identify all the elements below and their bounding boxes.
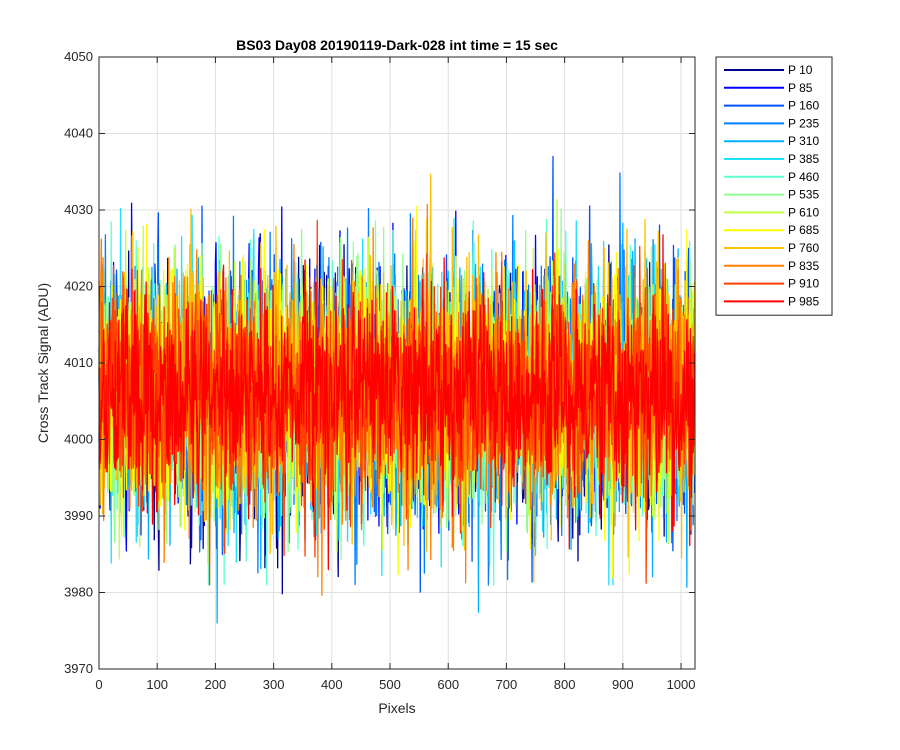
x-tick-label: 300 — [263, 677, 285, 692]
y-tick-label: 3970 — [64, 661, 93, 676]
legend-label: P 10 — [788, 63, 813, 77]
x-tick-label: 700 — [496, 677, 518, 692]
x-tick-label: 1000 — [667, 677, 696, 692]
y-tick-label: 4050 — [64, 49, 93, 64]
legend-label: P 535 — [788, 188, 819, 202]
legend-label: P 385 — [788, 152, 819, 166]
y-tick-label: 3990 — [64, 508, 93, 523]
x-tick-label: 800 — [554, 677, 576, 692]
legend-label: P 160 — [788, 99, 819, 113]
legend: P 10 P 85 P 160 P 235 P 310 P 385 P 460 P 535 P … — [715, 56, 833, 316]
x-tick-label: 200 — [205, 677, 227, 692]
x-tick-label: 0 — [95, 677, 102, 692]
y-tick-label: 4040 — [64, 126, 93, 141]
legend-label: P 610 — [788, 205, 819, 219]
legend-label: P 910 — [788, 277, 819, 291]
y-tick-label: 3980 — [64, 585, 93, 600]
legend-label: P 460 — [788, 170, 819, 184]
legend-label: P 85 — [788, 81, 813, 95]
legend-label: P 835 — [788, 259, 819, 273]
series-layer — [98, 155, 696, 624]
legend-label: P 235 — [788, 116, 819, 130]
y-tick-label: 4020 — [64, 279, 93, 294]
y-tick-label: 4010 — [64, 355, 93, 370]
legend-label: P 985 — [788, 294, 819, 308]
y-axis-label: Cross Track Signal (ADU) — [35, 283, 51, 443]
legend-label: P 685 — [788, 223, 819, 237]
legend-label: P 310 — [788, 134, 819, 148]
series-line-p910 — [98, 219, 696, 586]
chart-title: BS03 Day08 20190119-Dark-028 int time = … — [236, 37, 558, 53]
x-tick-label: 900 — [612, 677, 634, 692]
x-tick-label: 500 — [379, 677, 401, 692]
legend-label: P 760 — [788, 241, 819, 255]
y-tick-label: 4000 — [64, 432, 93, 447]
x-tick-label: 400 — [321, 677, 343, 692]
x-tick-label: 600 — [437, 677, 459, 692]
x-tick-label: 100 — [146, 677, 168, 692]
axis-ticks: 0 100 200 300 400 500 600 700 800 900 1000 3970 3980… — [64, 49, 695, 692]
y-tick-label: 4030 — [64, 202, 93, 217]
series-line-p985 — [98, 234, 696, 571]
x-axis-label: Pixels — [378, 700, 415, 716]
legend-box — [715, 56, 833, 316]
